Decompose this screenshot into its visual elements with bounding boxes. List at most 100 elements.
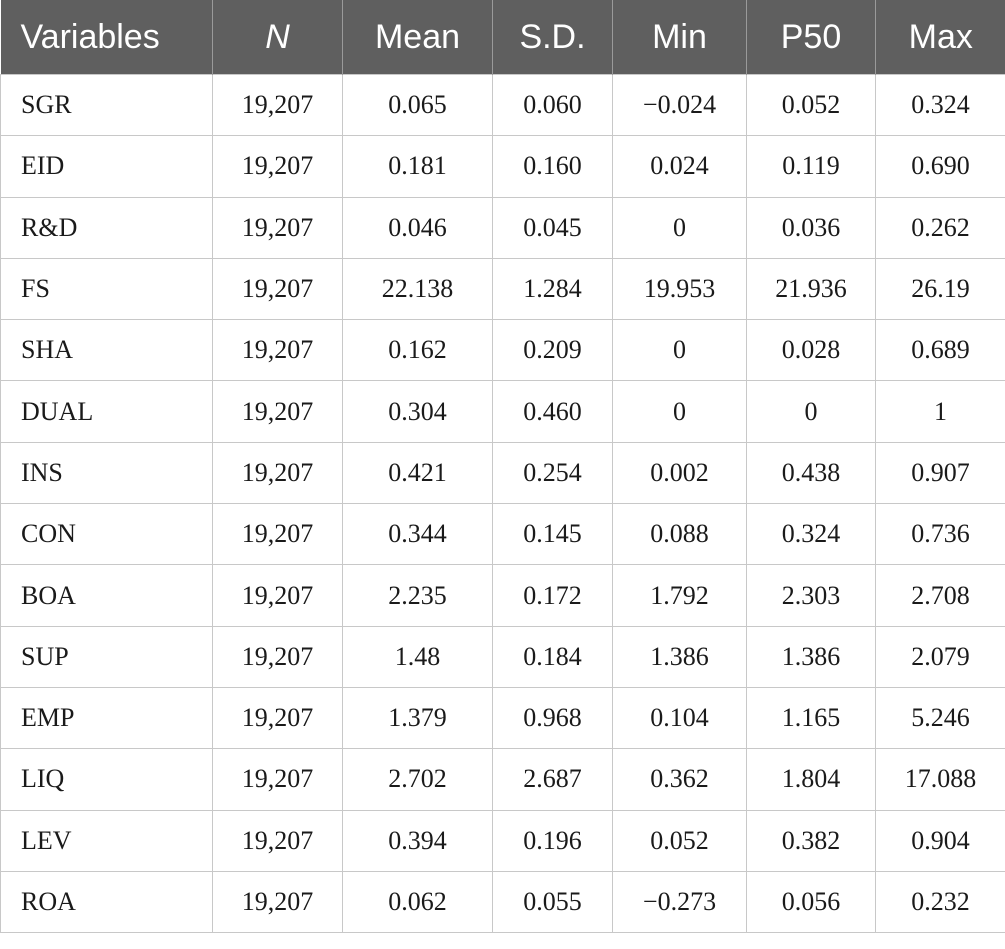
variable-name-cell: R&D bbox=[0, 196, 213, 259]
max-cell: 2.079 bbox=[875, 625, 1005, 688]
sd-cell: 0.460 bbox=[492, 380, 613, 443]
p50-cell: 0.382 bbox=[746, 809, 876, 872]
sd-cell: 0.045 bbox=[492, 196, 613, 259]
n-cell: 19,207 bbox=[212, 564, 343, 627]
header-sd: S.D. bbox=[492, 0, 613, 75]
n-cell: 19,207 bbox=[212, 441, 343, 505]
header-p50: P50 bbox=[746, 0, 876, 75]
header-mean: Mean bbox=[342, 0, 493, 75]
p50-cell: 0.052 bbox=[746, 73, 876, 137]
max-cell: 17.088 bbox=[875, 748, 1005, 811]
p50-cell: 0.438 bbox=[746, 441, 876, 505]
header-min: Min bbox=[612, 0, 747, 75]
max-cell: 26.19 bbox=[875, 257, 1005, 321]
table-row: LEV 19,207 0.394 0.196 0.052 0.382 0.904 bbox=[0, 809, 1005, 872]
header-variables: Variables bbox=[0, 0, 213, 75]
table-row: DUAL 19,207 0.304 0.460 0 0 1 bbox=[0, 380, 1005, 443]
min-cell: 1.386 bbox=[612, 625, 747, 688]
p50-cell: 1.804 bbox=[746, 748, 876, 811]
sd-cell: 0.968 bbox=[492, 686, 613, 750]
p50-cell: 0.119 bbox=[746, 135, 876, 198]
header-max: Max bbox=[875, 0, 1005, 75]
mean-cell: 0.421 bbox=[342, 441, 493, 505]
n-cell: 19,207 bbox=[212, 748, 343, 811]
table-row: ROA 19,207 0.062 0.055 −0.273 0.056 0.232 bbox=[0, 870, 1005, 934]
variable-name-cell: SUP bbox=[0, 625, 213, 688]
mean-cell: 0.046 bbox=[342, 196, 493, 259]
sd-cell: 0.060 bbox=[492, 73, 613, 137]
n-cell: 19,207 bbox=[212, 135, 343, 198]
p50-cell: 0.036 bbox=[746, 196, 876, 259]
min-cell: 0.052 bbox=[612, 809, 747, 872]
n-cell: 19,207 bbox=[212, 196, 343, 259]
max-cell: 0.689 bbox=[875, 319, 1005, 382]
n-cell: 19,207 bbox=[212, 73, 343, 137]
n-cell: 19,207 bbox=[212, 625, 343, 688]
sd-cell: 0.209 bbox=[492, 319, 613, 382]
n-cell: 19,207 bbox=[212, 809, 343, 872]
variable-name-cell: LEV bbox=[0, 809, 213, 872]
header-n: N bbox=[212, 0, 343, 75]
variable-name-cell: SHA bbox=[0, 319, 213, 382]
n-cell: 19,207 bbox=[212, 380, 343, 443]
table-row: SUP 19,207 1.48 0.184 1.386 1.386 2.079 bbox=[0, 625, 1005, 688]
variable-name-cell: EMP bbox=[0, 686, 213, 750]
min-cell: −0.024 bbox=[612, 73, 747, 137]
sd-cell: 0.254 bbox=[492, 441, 613, 505]
mean-cell: 1.48 bbox=[342, 625, 493, 688]
table-row: CON 19,207 0.344 0.145 0.088 0.324 0.736 bbox=[0, 503, 1005, 566]
mean-cell: 2.702 bbox=[342, 748, 493, 811]
p50-cell: 0 bbox=[746, 380, 876, 443]
min-cell: 1.792 bbox=[612, 564, 747, 627]
mean-cell: 0.162 bbox=[342, 319, 493, 382]
max-cell: 2.708 bbox=[875, 564, 1005, 627]
max-cell: 0.324 bbox=[875, 73, 1005, 137]
p50-cell: 1.165 bbox=[746, 686, 876, 750]
n-cell: 19,207 bbox=[212, 870, 343, 934]
sd-cell: 0.145 bbox=[492, 503, 613, 566]
table-row: LIQ 19,207 2.702 2.687 0.362 1.804 17.088 bbox=[0, 748, 1005, 811]
sd-cell: 0.196 bbox=[492, 809, 613, 872]
table-row: R&D 19,207 0.046 0.045 0 0.036 0.262 bbox=[0, 196, 1005, 259]
variable-name-cell: CON bbox=[0, 503, 213, 566]
mean-cell: 2.235 bbox=[342, 564, 493, 627]
table-row: EMP 19,207 1.379 0.968 0.104 1.165 5.246 bbox=[0, 686, 1005, 750]
max-cell: 5.246 bbox=[875, 686, 1005, 750]
min-cell: 0 bbox=[612, 380, 747, 443]
min-cell: 0 bbox=[612, 196, 747, 259]
p50-cell: 21.936 bbox=[746, 257, 876, 321]
table-row: BOA 19,207 2.235 0.172 1.792 2.303 2.708 bbox=[0, 564, 1005, 627]
max-cell: 0.907 bbox=[875, 441, 1005, 505]
table-row: EID 19,207 0.181 0.160 0.024 0.119 0.690 bbox=[0, 135, 1005, 198]
p50-cell: 0.324 bbox=[746, 503, 876, 566]
min-cell: −0.273 bbox=[612, 870, 747, 934]
min-cell: 0.104 bbox=[612, 686, 747, 750]
variable-name-cell: SGR bbox=[0, 73, 213, 137]
mean-cell: 1.379 bbox=[342, 686, 493, 750]
min-cell: 0.024 bbox=[612, 135, 747, 198]
mean-cell: 0.304 bbox=[342, 380, 493, 443]
variable-name-cell: BOA bbox=[0, 564, 213, 627]
max-cell: 0.904 bbox=[875, 809, 1005, 872]
mean-cell: 0.181 bbox=[342, 135, 493, 198]
variable-name-cell: FS bbox=[0, 257, 213, 321]
sd-cell: 0.055 bbox=[492, 870, 613, 934]
sd-cell: 1.284 bbox=[492, 257, 613, 321]
n-cell: 19,207 bbox=[212, 257, 343, 321]
table-row: INS 19,207 0.421 0.254 0.002 0.438 0.907 bbox=[0, 441, 1005, 505]
max-cell: 0.262 bbox=[875, 196, 1005, 259]
header-row: Variables N Mean S.D. Min P50 Max bbox=[0, 0, 1005, 75]
sd-cell: 0.160 bbox=[492, 135, 613, 198]
variable-name-cell: ROA bbox=[0, 870, 213, 934]
min-cell: 0.088 bbox=[612, 503, 747, 566]
variable-name-cell: EID bbox=[0, 135, 213, 198]
table-row: SGR 19,207 0.065 0.060 −0.024 0.052 0.324 bbox=[0, 73, 1005, 137]
variable-name-cell: LIQ bbox=[0, 748, 213, 811]
min-cell: 0.362 bbox=[612, 748, 747, 811]
sd-cell: 2.687 bbox=[492, 748, 613, 811]
min-cell: 19.953 bbox=[612, 257, 747, 321]
mean-cell: 0.344 bbox=[342, 503, 493, 566]
table-row: SHA 19,207 0.162 0.209 0 0.028 0.689 bbox=[0, 319, 1005, 382]
min-cell: 0 bbox=[612, 319, 747, 382]
